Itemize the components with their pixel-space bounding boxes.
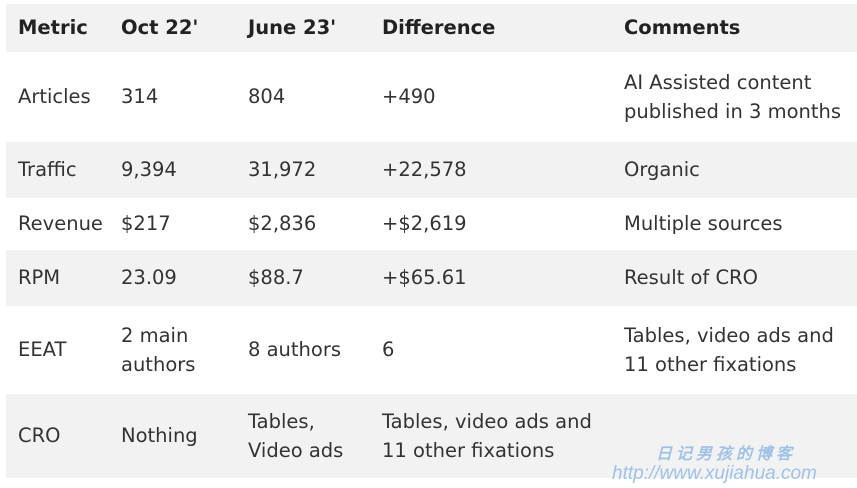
metrics-table: Metric Oct 22' June 23' Difference Comme… — [6, 4, 857, 478]
table-row: Articles 314 804 +490 AI Assisted conten… — [6, 52, 857, 142]
table-row: CRO Nothing Tables, Video ads Tables, vi… — [6, 394, 857, 478]
comments-cell: Multiple sources — [624, 212, 783, 236]
column-header-difference: Difference — [382, 16, 496, 40]
oct-22-cell: 2 main authors — [121, 323, 196, 377]
oct-22-cell: 314 — [121, 85, 159, 109]
table-header-row: Metric Oct 22' June 23' Difference Comme… — [6, 4, 857, 52]
difference-cell: +490 — [382, 85, 436, 109]
metric-cell: EEAT — [18, 338, 67, 362]
difference-cell: Tables, video ads and 11 other fixations — [382, 409, 592, 463]
june-23-cell: 31,972 — [248, 158, 317, 182]
table-row: Revenue $217 $2,836 +$2,619 Multiple sou… — [6, 198, 857, 250]
table-row: RPM 23.09 $88.7 +$65.61 Result of CRO — [6, 250, 857, 306]
june-23-cell: 804 — [248, 85, 286, 109]
watermark-title: 日记男孩的博客 — [656, 446, 797, 463]
oct-22-cell: $217 — [121, 212, 171, 236]
comments-cell: Result of CRO — [624, 266, 758, 290]
metric-cell: Articles — [18, 85, 91, 109]
june-23-cell: $2,836 — [248, 212, 317, 236]
column-header-metric: Metric — [18, 16, 88, 40]
difference-cell: +22,578 — [382, 158, 467, 182]
oct-22-cell: 23.09 — [121, 266, 177, 290]
comments-cell: Tables, video ads and 11 other fixations — [624, 323, 834, 377]
metric-cell: Revenue — [18, 212, 103, 236]
metric-cell: Traffic — [18, 158, 77, 182]
oct-22-cell: Nothing — [121, 424, 198, 448]
difference-cell: +$65.61 — [382, 266, 467, 290]
column-header-comments: Comments — [624, 16, 741, 40]
column-header-oct-22: Oct 22' — [121, 16, 199, 40]
table-row: EEAT 2 main authors 8 authors 6 Tables, … — [6, 306, 857, 394]
oct-22-cell: 9,394 — [121, 158, 177, 182]
june-23-cell: Tables, Video ads — [248, 409, 344, 463]
june-23-cell: $88.7 — [248, 266, 304, 290]
comments-cell: Organic — [624, 158, 700, 182]
comments-cell: AI Assisted content published in 3 month… — [624, 70, 842, 124]
watermark-url: http://www.xujiahua.com — [612, 463, 817, 484]
metric-cell: CRO — [18, 424, 61, 448]
metric-cell: RPM — [18, 266, 61, 290]
table-row: Traffic 9,394 31,972 +22,578 Organic — [6, 142, 857, 198]
column-header-june-23: June 23' — [248, 16, 337, 40]
difference-cell: 6 — [382, 338, 395, 362]
june-23-cell: 8 authors — [248, 338, 342, 362]
difference-cell: +$2,619 — [382, 212, 467, 236]
